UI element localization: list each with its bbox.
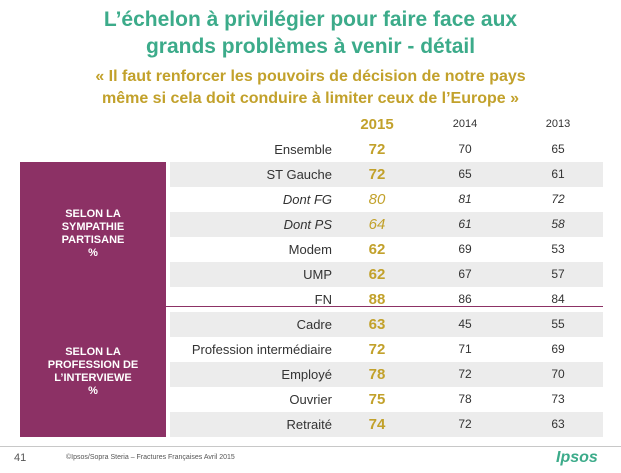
value-2014: 65 [458,167,472,181]
value-2015: 64 [368,216,386,233]
value-2015: 72 [368,166,386,183]
group-line: SYMPATHIE [61,221,125,233]
group-line: SELON LA [65,346,121,358]
value-2015: 62 [368,266,386,283]
table-row: UMP 62 67 57 [0,262,621,287]
table-row: Cadre 63 45 55 [0,312,621,337]
value-2014: 61 [458,217,472,231]
value-2015: 88 [368,291,386,308]
table-row: Dont PS 64 61 58 [0,212,621,237]
table-row: Profession intermédiaire 72 71 69 [0,337,621,362]
value-2015: 72 [368,341,386,358]
value-2015: 75 [368,391,386,408]
value-2014: 67 [458,267,472,281]
value-2013: 53 [551,242,565,256]
row-label: Employé [281,367,332,382]
value-2015: 63 [368,316,386,333]
group-line: % [88,385,98,397]
value-2014: 45 [458,317,472,331]
value-2015: 80 [368,191,386,208]
value-2013: 72 [551,192,565,206]
table-row: FN 88 86 84 [0,287,621,312]
value-2014: 71 [458,342,472,356]
value-2014: 69 [458,242,472,256]
quote-line-1: « Il faut renforcer les pouvoirs de déci… [95,68,526,85]
row-label: Ouvrier [289,392,332,407]
row-label: Dont PS [283,217,332,232]
value-2014: 70 [458,142,472,156]
table-row: Ouvrier 75 78 73 [0,387,621,412]
row-label: Retraité [286,417,332,432]
title-line-2: grands problèmes à venir - détail [145,35,476,58]
value-2015: 74 [368,416,386,433]
value-2013: 63 [551,417,565,431]
column-header-2015: 2015 [360,116,394,133]
question-quote: « Il faut renforcer les pouvoirs de déci… [0,66,621,110]
value-2013: 65 [551,142,565,156]
value-2013: 58 [551,217,565,231]
ipsos-logo: Ipsos [556,449,598,466]
value-2014: 81 [458,192,472,206]
column-header-2014: 2014 [452,118,478,130]
column-header-2013: 2013 [545,118,571,130]
value-2013: 55 [551,317,565,331]
table-row: Modem 62 69 53 [0,237,621,262]
row-label: Modem [288,242,332,257]
value-2013: 57 [551,267,565,281]
row-label: FN [314,292,332,307]
group-line: PROFESSION DE [47,359,139,371]
value-2014: 86 [458,292,472,306]
value-2014: 72 [458,417,472,431]
row-label: Ensemble [274,142,332,157]
table-row: ST Gauche 72 65 61 [0,162,621,187]
table-row: Ensemble 72 70 65 [0,137,621,162]
row-label: UMP [303,267,332,282]
group-label-sympathie: SELON LA SYMPATHIE PARTISANE % [20,162,166,306]
row-label: Cadre [296,317,332,332]
row-label: Profession intermédiaire [191,342,332,357]
value-2015: 78 [368,366,386,383]
quote-line-2: même si cela doit conduire à limiter ceu… [101,90,520,107]
row-label: ST Gauche [266,167,332,182]
value-2014: 72 [458,367,472,381]
table-row: Retraité 74 72 63 [0,412,621,437]
value-2015: 72 [368,141,386,158]
value-2013: 69 [551,342,565,356]
row-label: Dont FG [282,192,332,207]
title-line-1: L’échelon à privilégier pour faire face … [103,8,518,31]
group-line: % [88,247,98,259]
slide-title: L’échelon à privilégier pour faire face … [0,6,621,60]
group-line: SELON LA [65,208,121,220]
value-2013: 73 [551,392,565,406]
page-number: 41 [14,452,27,464]
group-label-profession: SELON LA PROFESSION DE L’INTERVIEWE % [20,307,166,437]
value-2014: 78 [458,392,472,406]
table-row: Employé 78 72 70 [0,362,621,387]
group-line: L’INTERVIEWE [54,372,132,384]
value-2013: 70 [551,367,565,381]
group-divider [20,306,603,307]
value-2015: 62 [368,241,386,258]
group-line: PARTISANE [61,234,125,246]
footer-divider [0,446,621,447]
value-2013: 61 [551,167,565,181]
source-note: ©Ipsos/Sopra Steria – Fractures Français… [66,454,235,461]
table-row: Dont FG 80 81 72 [0,187,621,212]
value-2013: 84 [551,292,565,306]
